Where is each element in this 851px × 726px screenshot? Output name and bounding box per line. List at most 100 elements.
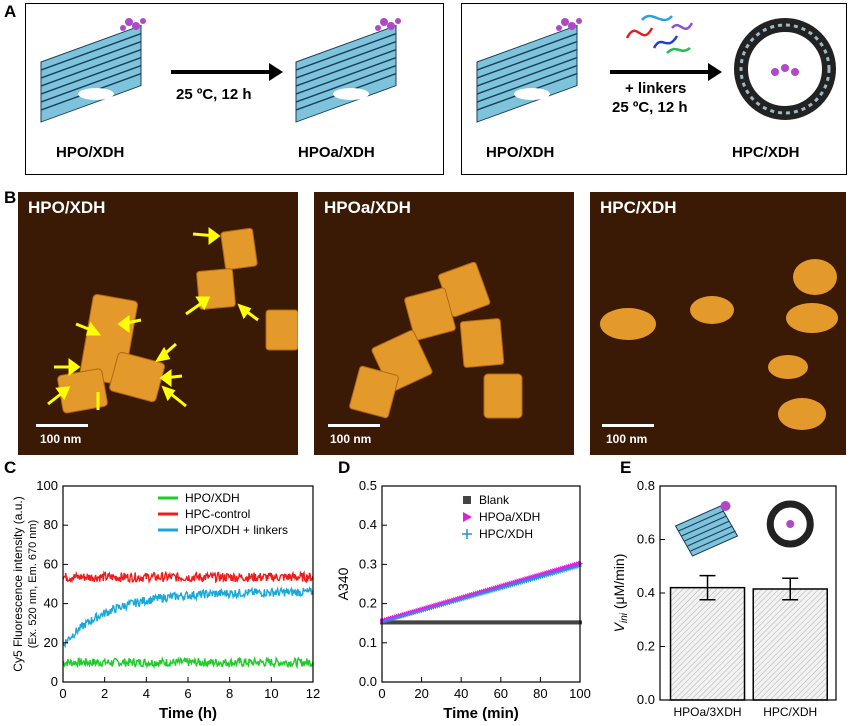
marker-2 [570, 566, 575, 571]
marker-2 [544, 573, 549, 578]
marker-2 [554, 570, 559, 575]
marker-2 [423, 607, 428, 612]
afm-title: HPOa/XDH [324, 198, 411, 217]
y-axis-label: Vini (μM/min) [611, 554, 630, 633]
condition-label: 25 ºC, 12 h [176, 86, 252, 103]
marker-2 [504, 584, 509, 589]
y-axis-label-2: (Ex. 520 nm, Em. 670 nm) [27, 520, 39, 648]
marker-2 [520, 580, 525, 585]
afm-image-hpc: HPC/XDH 100 nm [590, 192, 846, 455]
bar-0 [669, 586, 746, 701]
plot-frame [381, 485, 581, 683]
marker-2 [473, 593, 478, 598]
marker-2 [506, 584, 511, 589]
legend-label-0: Blank [479, 493, 510, 507]
marker-2 [510, 583, 515, 588]
x-tick-label: HPC/XDH [763, 705, 817, 719]
x-tick-label: 80 [533, 686, 547, 701]
marker-2 [482, 590, 487, 595]
y-axis-label: Cy5 Fluorescence intensity (a.u.) [11, 496, 25, 671]
marker-2 [528, 577, 533, 582]
marker-2 [534, 576, 539, 581]
marker-2 [459, 597, 464, 602]
origami-cylinder-icon [766, 500, 814, 548]
linkers-label: + linkers [625, 80, 687, 97]
marker-2 [385, 618, 390, 623]
y-tick-label: 0.6 [637, 532, 655, 547]
marker-2 [427, 606, 432, 611]
x-tick-label: 40 [454, 686, 468, 701]
panel-label-e: E [620, 458, 632, 477]
condition-label: 25 ºC, 12 h [612, 99, 688, 116]
chart-d: 0 20 40 60 80 100 0.0 0.1 0.2 0.3 0.4 0.5 Time (min)… [335, 478, 591, 722]
marker-2 [415, 609, 420, 614]
scale-bar [602, 424, 654, 427]
marker-2 [477, 592, 482, 597]
marker-2 [399, 614, 404, 619]
marker-2 [445, 601, 450, 606]
marker-2 [443, 602, 448, 607]
marker-2 [451, 599, 456, 604]
marker-2 [429, 606, 434, 611]
y-tick-label: 0.1 [359, 635, 377, 650]
marker-2 [403, 613, 408, 618]
y-tick-label: 0.4 [637, 585, 655, 600]
marker-2 [407, 612, 412, 617]
marker-2 [548, 572, 553, 577]
marker-2 [469, 594, 474, 599]
marker-2 [568, 566, 573, 571]
marker-2 [538, 575, 543, 580]
marker-2 [411, 611, 416, 616]
origami-cylinder-icon [734, 18, 836, 120]
marker-2 [419, 608, 424, 613]
legend-marker-2 [462, 529, 472, 539]
linkers-icon [625, 14, 694, 54]
y-tick-label: 0.0 [637, 692, 655, 707]
start-label: HPO/XDH [56, 144, 125, 161]
marker-2 [435, 604, 440, 609]
marker-2 [449, 600, 454, 605]
marker-2 [484, 590, 489, 595]
x-tick-label: 0 [59, 686, 66, 701]
series-line-2 [62, 585, 314, 649]
marker-2 [542, 574, 547, 579]
scale-label: 100 nm [40, 432, 82, 446]
marker-2 [564, 567, 569, 572]
marker-2 [395, 615, 400, 620]
marker-2 [389, 617, 394, 622]
marker-2 [391, 616, 396, 621]
x-tick-label: 0 [378, 686, 385, 701]
marker-2 [486, 589, 491, 594]
marker-2 [508, 583, 513, 588]
marker-2 [471, 594, 476, 599]
y-tick-label: 0.2 [359, 596, 377, 611]
marker-2 [516, 581, 521, 586]
marker-2 [556, 570, 561, 575]
marker-2 [500, 585, 505, 590]
marker-2 [439, 603, 444, 608]
y-tick-label: 0.5 [359, 478, 377, 493]
marker-2 [576, 564, 581, 569]
y-tick-label: 0.0 [359, 674, 377, 689]
marker-2 [550, 571, 555, 576]
x-tick-label: 8 [226, 686, 233, 701]
marker-2 [417, 609, 422, 614]
marker-2 [524, 579, 529, 584]
y-tick-label: 80 [44, 517, 58, 532]
legend-label-1: HPC-control [185, 507, 250, 521]
marker-2 [447, 600, 452, 605]
scale-label: 100 nm [606, 432, 648, 446]
y-tick-label: 20 [44, 635, 58, 650]
marker-2 [475, 593, 480, 598]
marker-2 [490, 588, 495, 593]
bar-1 [752, 588, 828, 701]
arrowhead-icon [708, 63, 722, 81]
y-axis-label: A340 [335, 567, 351, 600]
reaction-arrow-left [171, 70, 271, 74]
x-tick-label: 10 [264, 686, 278, 701]
yellow-arrows [47, 227, 259, 410]
chart-c: 0 2 4 6 8 10 12 0 20 40 60 80 100 Time (h) Cy5 Fluores… [11, 478, 320, 722]
reaction-arrow-right [610, 70, 710, 74]
afm-title: HPO/XDH [28, 198, 106, 217]
marker-2 [425, 607, 430, 612]
